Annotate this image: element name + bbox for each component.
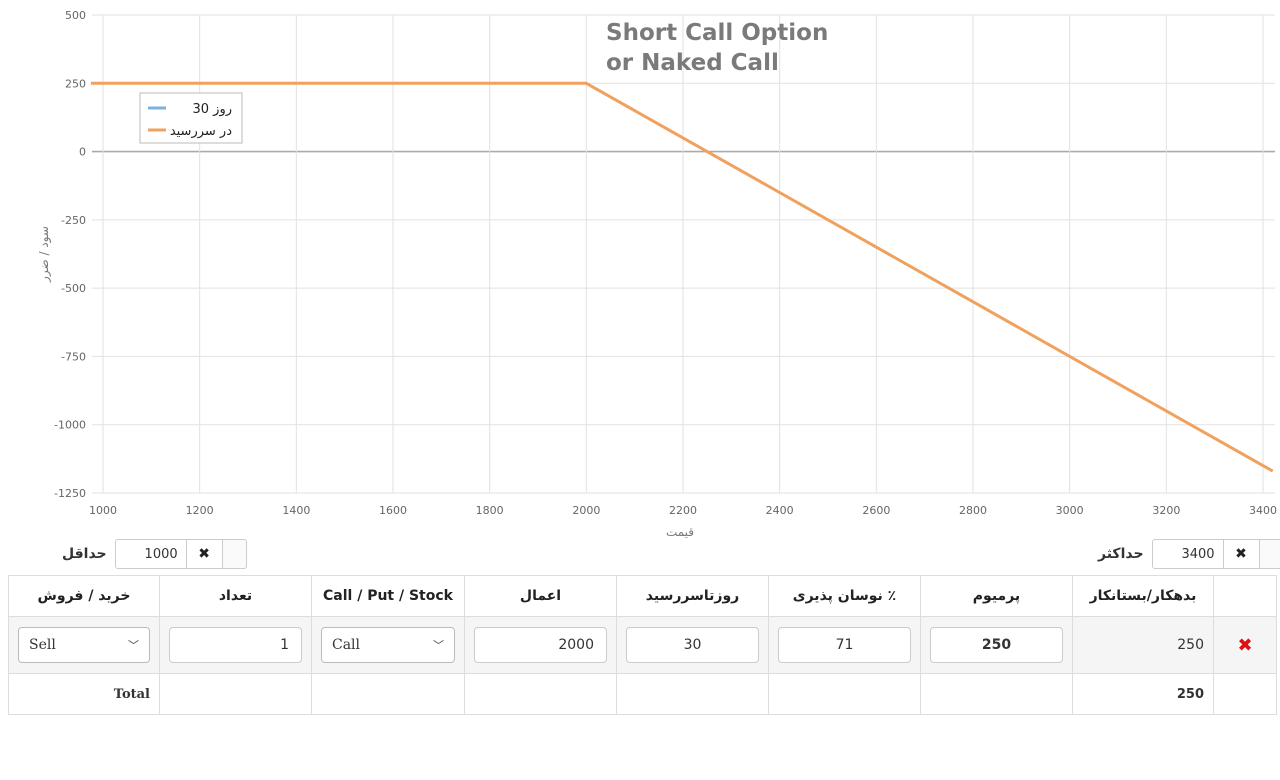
min-input[interactable]: 1000 <box>114 539 187 569</box>
y-tick-label: -750 <box>61 350 86 363</box>
payoff-chart: 500 250 0 -250 -500 -750 -1000 -1250 1000 1200 14… <box>37 9 1277 539</box>
x-tick-label: 2000 <box>572 504 600 517</box>
legend-entry-expiry: در سررسید <box>170 124 232 139</box>
chevron-down-icon: ﹀ <box>433 639 444 652</box>
x-tick-label: 1400 <box>282 504 310 517</box>
buy-sell-value: Sell <box>29 637 56 653</box>
x-tick-label: 1200 <box>186 504 214 517</box>
buy-sell-select[interactable]: Sell ﹀ <box>18 627 150 663</box>
buy-sell-cell: Sell ﹀ <box>8 616 160 674</box>
chart-grid <box>92 14 1275 494</box>
max-label: حداکثر <box>1098 546 1144 562</box>
max-range-control: حداکثر 3400 ✖ <box>1098 538 1280 570</box>
close-icon: ✖ <box>198 546 210 562</box>
total-empty-cell <box>768 673 921 715</box>
chart-title-line-1: Short Call Option <box>606 20 828 46</box>
x-tick-label: 1600 <box>379 504 407 517</box>
x-tick-label: 2400 <box>766 504 794 517</box>
chart-title-line-2: or Naked Call <box>606 50 779 76</box>
total-empty-cell <box>920 673 1073 715</box>
y-tick-label: -250 <box>61 214 86 227</box>
chart-series <box>90 81 1274 473</box>
option-type-select[interactable]: Call ﹀ <box>321 627 455 663</box>
header-volatility: ٪ نوسان پذیری <box>768 575 921 617</box>
option-type-value: Call <box>332 637 361 653</box>
option-type-cell: Call ﹀ <box>311 616 465 674</box>
header-delete <box>1213 575 1277 617</box>
option-legs-table: بدهکار/بستانکار پرمیوم ٪ نوسان پذیری روز… <box>8 575 1277 715</box>
total-label: Total <box>8 673 160 715</box>
total-empty-cell <box>464 673 617 715</box>
strike-input[interactable]: 2000 <box>474 627 607 663</box>
header-strike: اعمال <box>464 575 617 617</box>
x-tick-label: 3000 <box>1056 504 1084 517</box>
series-line-1 <box>90 81 1274 473</box>
total-row: 250 Total <box>8 673 1277 715</box>
x-tick-label: 2800 <box>959 504 987 517</box>
header-premium: پرمیوم <box>920 575 1073 617</box>
y-tick-label: 250 <box>65 77 86 90</box>
min-addon <box>222 539 247 569</box>
chevron-down-icon: ﹀ <box>128 639 139 652</box>
max-addon <box>1259 539 1280 569</box>
y-tick-label: 500 <box>65 9 86 22</box>
volatility-input[interactable]: 71 <box>778 627 911 663</box>
volatility-cell: 71 <box>768 616 921 674</box>
total-empty-cell <box>311 673 465 715</box>
x-tick-label: 1800 <box>476 504 504 517</box>
y-tick-labels: 500 250 0 -250 -500 -750 -1000 -1250 <box>54 9 86 500</box>
min-range-control: حداقل 1000 ✖ <box>62 538 247 570</box>
header-buy-sell: خرید / فروش <box>8 575 160 617</box>
y-tick-label: 0 <box>79 146 86 159</box>
max-input[interactable]: 3400 <box>1151 539 1224 569</box>
x-tick-label: 3200 <box>1152 504 1180 517</box>
premium-input[interactable]: 250 <box>930 627 1063 663</box>
quantity-input[interactable]: 1 <box>169 627 302 663</box>
y-axis-label: سود / ضرر <box>37 226 52 283</box>
strike-cell: 2000 <box>464 616 617 674</box>
premium-cell: 250 <box>920 616 1073 674</box>
x-tick-labels: 1000 1200 1400 1600 1800 2000 2200 2400 2600 2800… <box>89 504 1277 517</box>
total-value: 250 <box>1072 673 1214 715</box>
min-clear-button[interactable]: ✖ <box>186 539 223 569</box>
min-label: حداقل <box>62 546 107 562</box>
legend[interactable]: روز 30 در سررسید <box>139 92 243 144</box>
days-cell: 30 <box>616 616 769 674</box>
y-tick-label: -1000 <box>54 419 86 432</box>
days-to-expiry-input[interactable]: 30 <box>626 627 759 663</box>
x-axis-label: قیمت <box>666 525 694 539</box>
header-debit-credit: بدهکار/بستانکار <box>1072 575 1214 617</box>
table-row: ✖ 250 250 71 30 2000 Call ﹀ 1 Sell ﹀ <box>8 616 1277 674</box>
y-tick-label: -500 <box>61 282 86 295</box>
x-tick-label: 2200 <box>669 504 697 517</box>
header-option-type: Call / Put / Stock <box>311 575 465 617</box>
total-empty-cell <box>616 673 769 715</box>
x-tick-label: 3400 <box>1249 504 1277 517</box>
header-days-to-expiry: روزتاسررسید <box>616 575 769 617</box>
total-empty-cell <box>159 673 312 715</box>
x-tick-label: 1000 <box>89 504 117 517</box>
legend-entry-30-day: روز 30 <box>192 102 232 117</box>
total-empty-cell <box>1213 673 1277 715</box>
delete-row-button[interactable]: ✖ <box>1213 616 1277 674</box>
debit-credit-value: 250 <box>1072 616 1214 674</box>
x-tick-label: 2600 <box>862 504 890 517</box>
y-tick-label: -1250 <box>54 487 86 500</box>
close-icon: ✖ <box>1235 546 1247 562</box>
max-clear-button[interactable]: ✖ <box>1223 539 1260 569</box>
header-quantity: تعداد <box>159 575 312 617</box>
delete-icon: ✖ <box>1237 634 1253 656</box>
quantity-cell: 1 <box>159 616 312 674</box>
